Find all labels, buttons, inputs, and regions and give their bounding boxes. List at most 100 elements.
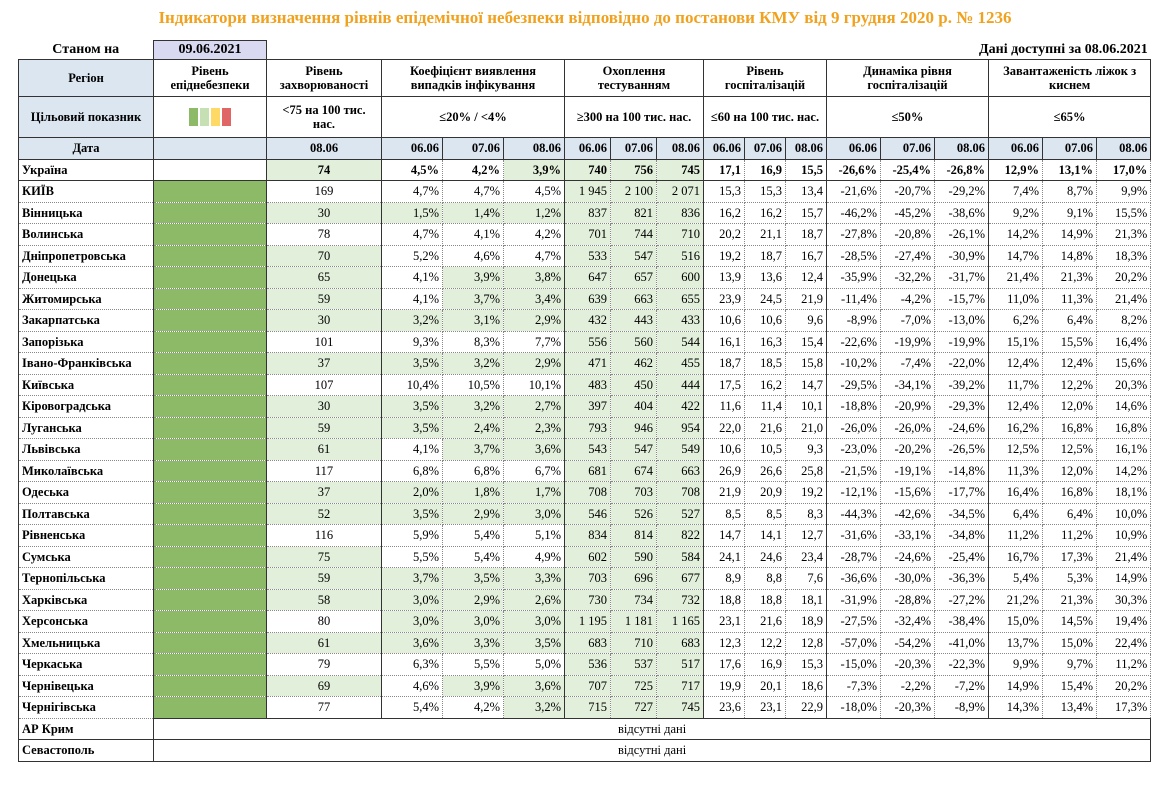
value-cell: -24,6% [880,545,935,568]
legend-swatch [189,108,198,126]
value-cell: 14,1 [744,524,786,547]
value-cell: 15,8 [785,352,827,375]
value-cell: 745 [656,696,704,719]
value-cell: 61 [266,438,382,461]
value-cell: 23,6 [703,696,745,719]
value-cell: -28,8% [880,588,935,611]
region-name: Полтавська [18,502,154,525]
value-cell: -26,5% [934,438,989,461]
value-cell: 107 [266,373,382,396]
value-cell: 74 [266,158,382,181]
value-cell: 15,1% [988,330,1043,353]
level-cell [153,588,267,611]
value-cell: 3,3% [442,631,504,654]
value-cell: 24,5 [744,287,786,310]
target-value: ≤50% [826,96,989,138]
value-cell: 1 945 [564,180,611,203]
date: 06.06 [988,137,1043,160]
value-cell: 444 [656,373,704,396]
value-cell: 37 [266,352,382,375]
value-cell: 8,3% [442,330,504,353]
region-name: Луганська [18,416,154,439]
value-cell: 6,3% [381,653,443,676]
value-cell: 544 [656,330,704,353]
value-cell: 18,6 [785,674,827,697]
value-cell: 471 [564,352,611,375]
value-cell: 17,5 [703,373,745,396]
region-row: Кіровоградська 30 3,5% 3,2% 2,7% 397 404 422 11,… [18,395,1152,418]
value-cell: 77 [266,696,382,719]
value-cell: 455 [656,352,704,375]
value-cell: 14,9% [1095,567,1152,590]
missing-row: Севастополь відсутні дані [18,739,1152,762]
value-cell: 3,2% [503,696,565,719]
value-cell: -19,1% [880,459,935,482]
value-cell: 16,2% [988,416,1043,439]
target-value: ≤20% / <4% [381,96,565,138]
value-cell: 727 [610,696,657,719]
region-name: Севастополь [18,739,154,762]
value-cell: 793 [564,416,611,439]
level-cell [153,266,267,289]
value-cell: 3,2% [442,352,504,375]
value-cell: 11,2% [988,524,1043,547]
value-cell: 11,7% [988,373,1043,396]
column-header: Рівень епіднебезпеки [153,59,267,97]
value-cell: 655 [656,287,704,310]
value-cell: 16,4% [988,481,1043,504]
value-cell: -26,1% [934,223,989,246]
region-name: АР Крим [18,717,154,740]
value-cell: 2,9% [503,309,565,332]
level-cell [153,201,267,224]
value-cell: 5,3% [1042,567,1097,590]
column-header: Рівень госпіталізацій [703,59,827,97]
value-cell: 3,0% [442,610,504,633]
region-name: Миколаївська [18,459,154,482]
value-cell: 14,3% [988,696,1043,719]
as-of-date: 09.06.2021 [153,40,267,60]
value-cell: 3,5% [442,567,504,590]
value-cell: 6,7% [503,459,565,482]
value-cell: 11,3% [1042,287,1097,310]
value-cell: -27,2% [934,588,989,611]
region-row: Житомирська 59 4,1% 3,7% 3,4% 639 663 655 23,9 24… [18,287,1152,310]
level-cell [153,631,267,654]
level-cell [153,545,267,568]
value-cell: 14,9% [1042,223,1097,246]
value-cell: 14,2% [1095,459,1152,482]
level-cell [153,502,267,525]
value-cell: 19,4% [1095,610,1152,633]
value-cell: 15,3 [703,180,745,203]
value-cell: -23,0% [826,438,881,461]
value-cell: 21,4% [1095,545,1152,568]
level-cell [153,610,267,633]
date: 07.06 [880,137,935,160]
value-cell: 20,3% [1095,373,1152,396]
value-cell: 2,7% [503,395,565,418]
value-cell: 19,2 [785,481,827,504]
value-cell: 10,1% [503,373,565,396]
value-cell: -29,2% [934,180,989,203]
value-cell: 20,1 [744,674,786,697]
value-cell: 18,1 [785,588,827,611]
value-cell: 21,4% [1095,287,1152,310]
value-cell: 16,1% [1095,438,1152,461]
value-cell: 9,7% [1042,653,1097,676]
region-name: Закарпатська [18,309,154,332]
value-cell: 12,4% [988,395,1043,418]
column-header: Охоплення тестуванням [564,59,704,97]
value-cell: 732 [656,588,704,611]
value-cell: 683 [564,631,611,654]
value-cell: 17,6 [703,653,745,676]
value-cell: 5,1% [503,524,565,547]
value-cell: 21,3% [1042,266,1097,289]
value-cell: 23,4 [785,545,827,568]
level-cell [153,373,267,396]
value-cell: 7,7% [503,330,565,353]
no-data-note: відсутні дані [152,739,1152,762]
region-row: Київська 107 10,4% 10,5% 10,1% 483 450 444 17,5 1… [18,373,1152,396]
value-cell: -8,9% [826,309,881,332]
region-row: Україна 74 4,5% 4,2% 3,9% 740 756 745 17,1 16,9 15… [18,158,1152,181]
date: 07.06 [1042,137,1097,160]
